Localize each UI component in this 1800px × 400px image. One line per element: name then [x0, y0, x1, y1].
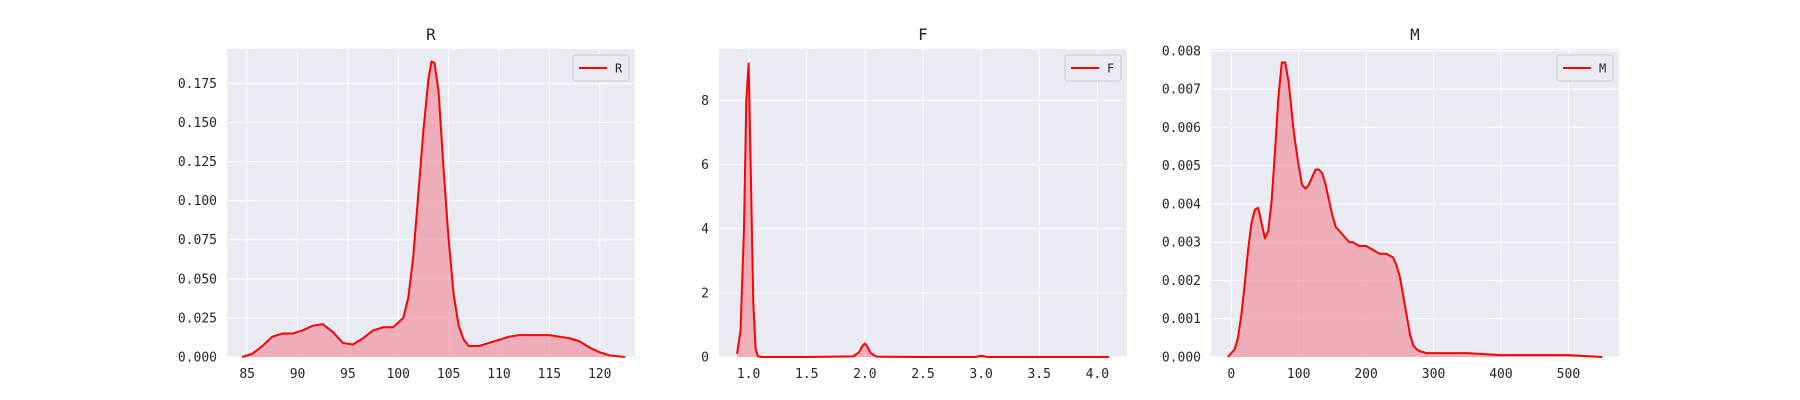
- legend: R: [572, 54, 630, 82]
- y-tick-label: 2: [701, 286, 709, 301]
- y-tick-label: 0.125: [178, 155, 217, 170]
- y-tick-label: 8: [701, 94, 709, 109]
- y-tick-label: 0.001: [1162, 312, 1201, 327]
- density-line-f: [736, 62, 1109, 358]
- x-tick-label: 2.5: [911, 367, 934, 382]
- density-fill-r: [242, 61, 625, 357]
- chart-title: F: [918, 25, 928, 44]
- y-tick-label: 0.003: [1162, 236, 1201, 251]
- x-tick-label: 400: [1489, 367, 1512, 382]
- x-tick-label: 95: [340, 367, 356, 382]
- chart-panel-m: 0 100 200 300 400 500 0.000 0.001 0.002 0.003 0.00…: [1162, 25, 1619, 382]
- chart-panel-f: 1.0 1.5 2.0 2.5 3.0 3.5 4.0 0 2 4 6 8 F F: [701, 25, 1127, 382]
- y-tick-label: 0.000: [178, 351, 217, 366]
- x-tick-label: 115: [538, 367, 561, 382]
- y-tick-label: 0.007: [1162, 83, 1201, 98]
- y-tick-label: 6: [701, 158, 709, 173]
- x-tick-label: 100: [1287, 367, 1310, 382]
- y-tick-label: 0.005: [1162, 159, 1201, 174]
- y-tick-label: 4: [701, 222, 709, 237]
- x-tick-label: 1.5: [795, 367, 818, 382]
- y-tick-label: 0.025: [178, 311, 217, 326]
- legend-label: M: [1599, 62, 1606, 76]
- legend: F: [1064, 54, 1122, 82]
- y-tick-label: 0: [701, 351, 709, 366]
- x-tick-label: 300: [1422, 367, 1445, 382]
- x-tick-label: 120: [588, 367, 611, 382]
- x-tick-label: 110: [487, 367, 510, 382]
- x-tick-label: 500: [1557, 367, 1580, 382]
- chart-title: R: [426, 25, 436, 44]
- legend: M: [1556, 54, 1614, 82]
- y-tick-label: 0.008: [1162, 44, 1201, 59]
- y-tick-label: 0.100: [178, 194, 217, 209]
- x-tick-label: 4.0: [1086, 367, 1109, 382]
- y-tick-label: 0.050: [178, 272, 217, 287]
- y-tick-label: 0.150: [178, 116, 217, 131]
- x-tick-label: 90: [290, 367, 306, 382]
- density-line-r: [241, 60, 626, 358]
- x-tick-label: 85: [239, 367, 255, 382]
- y-tick-label: 0.006: [1162, 121, 1201, 136]
- y-tick-label: 0.002: [1162, 274, 1201, 289]
- x-tick-label: 0: [1227, 367, 1235, 382]
- x-tick-label: 3.0: [969, 367, 992, 382]
- y-tick-label: 0.000: [1162, 351, 1201, 366]
- x-tick-label: 105: [437, 367, 460, 382]
- x-tick-label: 2.0: [853, 367, 876, 382]
- density-line-m: [1227, 61, 1603, 358]
- x-tick-label: 100: [387, 367, 410, 382]
- y-tick-label: 0.175: [178, 77, 217, 92]
- density-fill-m: [1227, 62, 1603, 357]
- chart-title: M: [1410, 25, 1420, 44]
- chart-panel-r: 85 90 95 100 105 110 115 120 0.000 0.025 0.050 0.07…: [178, 25, 635, 382]
- x-tick-label: 3.5: [1027, 367, 1050, 382]
- y-tick-label: 0.075: [178, 233, 217, 248]
- y-tick-label: 0.004: [1162, 197, 1201, 212]
- x-tick-label: 1.0: [737, 367, 760, 382]
- legend-label: R: [615, 62, 623, 76]
- x-tick-label: 200: [1354, 367, 1377, 382]
- legend-label: F: [1107, 62, 1114, 76]
